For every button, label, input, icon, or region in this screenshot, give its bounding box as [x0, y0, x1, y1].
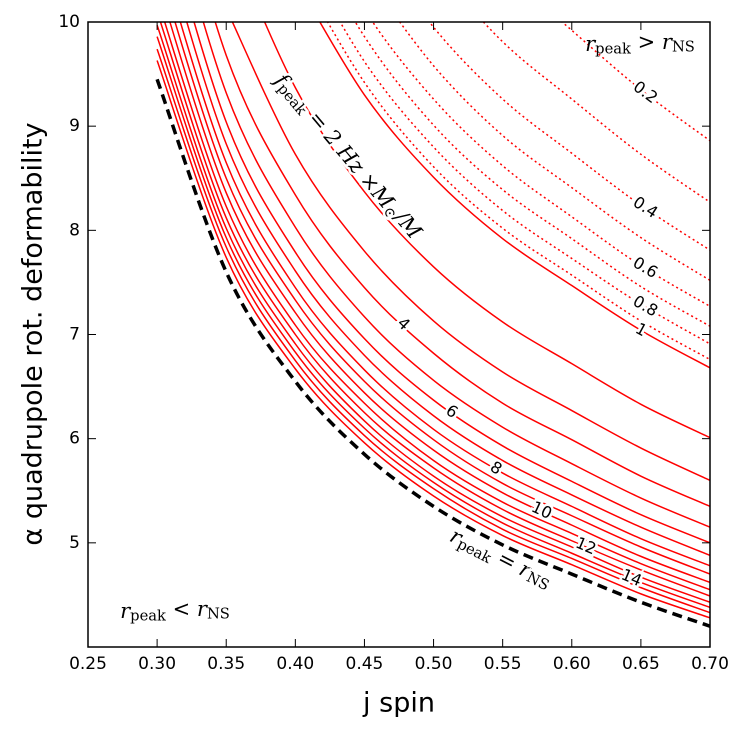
y-tick-label: 8 [69, 220, 80, 240]
contour-line [202, 22, 710, 528]
contour-line [179, 22, 710, 567]
contour-line [428, 22, 710, 251]
x-tick-label: 0.25 [69, 654, 107, 674]
contour-line [185, 22, 710, 557]
contour-line [339, 22, 710, 345]
contour-line [263, 22, 710, 439]
y-tick-label: 9 [69, 116, 80, 136]
x-tick-label: 0.50 [415, 654, 453, 674]
y-tick-label: 5 [69, 533, 80, 553]
x-tick-label: 0.70 [691, 654, 729, 674]
annotation-part: r [585, 32, 597, 56]
y-tick-label: 10 [58, 12, 80, 32]
contour-line [156, 24, 710, 603]
x-tick-label: 0.35 [207, 654, 245, 674]
contour-line [169, 22, 710, 584]
x-tick-label: 0.65 [622, 654, 660, 674]
contour-line [398, 22, 710, 281]
x-tick-label: 0.60 [553, 654, 591, 674]
contour-line [159, 22, 710, 597]
annotation-part: NS [207, 606, 230, 623]
x-tick-label: 0.40 [276, 654, 314, 674]
contour-line [371, 22, 710, 308]
y-tick-label: 7 [69, 325, 80, 345]
y-tick-label: 6 [69, 429, 80, 449]
contour-line [193, 22, 710, 544]
annotation: rpeak > rNS [585, 30, 695, 58]
x-tick-label: 0.45 [346, 654, 384, 674]
contour-line [318, 22, 710, 369]
annotation-part: < r [166, 597, 209, 621]
contour-line [326, 22, 710, 361]
contour-line [163, 22, 710, 591]
contour-line [156, 36, 710, 609]
x-tick-label: 0.30 [138, 654, 176, 674]
annotation-part: peak [130, 607, 166, 624]
boundary-line [155, 78, 710, 628]
y-axis-label: α quadrupole rot. deformability [18, 122, 49, 545]
x-axis-label: j spin [362, 688, 435, 719]
contour-line [214, 22, 710, 508]
annotation-part: > r [631, 30, 674, 54]
annotation-part: r [120, 599, 132, 623]
annotation-part: NS [672, 39, 695, 56]
annotation-part: peak [595, 40, 631, 57]
contour-line [174, 22, 710, 575]
contour-line [156, 48, 710, 614]
plot-area [155, 22, 710, 628]
x-tick-label: 0.55 [484, 654, 522, 674]
contour-line [231, 22, 710, 482]
annotation: rpeak < rNS [120, 597, 230, 625]
contour-line [156, 60, 710, 619]
